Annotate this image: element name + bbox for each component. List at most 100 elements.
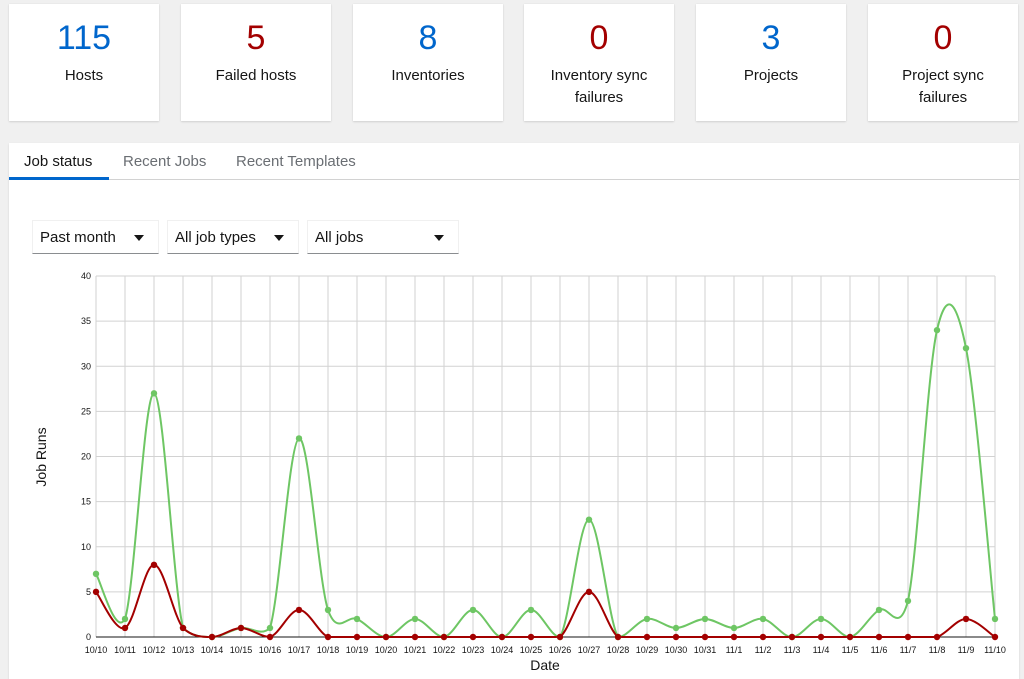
x-tick-label: 10/20 bbox=[375, 645, 398, 655]
data-point[interactable] bbox=[121, 624, 129, 632]
tab-job-status[interactable]: Job status bbox=[24, 153, 93, 170]
caret-down-icon bbox=[134, 235, 144, 241]
x-tick-label: 10/14 bbox=[201, 645, 224, 655]
data-point[interactable] bbox=[121, 615, 129, 623]
series-line-1 bbox=[95, 563, 996, 639]
data-point[interactable] bbox=[556, 633, 564, 641]
y-tick-label: 20 bbox=[81, 452, 91, 462]
data-point[interactable] bbox=[411, 615, 419, 623]
x-tick-label: 11/6 bbox=[871, 645, 888, 655]
project-sync-failures-card[interactable]: 0 Project sync failures bbox=[868, 4, 1018, 121]
data-point[interactable] bbox=[759, 633, 767, 641]
data-point[interactable] bbox=[904, 597, 912, 605]
data-point[interactable] bbox=[991, 615, 999, 623]
data-point[interactable] bbox=[150, 390, 158, 397]
data-point[interactable] bbox=[150, 561, 158, 568]
data-point[interactable] bbox=[527, 633, 535, 641]
x-tick-label: 10/21 bbox=[404, 645, 427, 655]
data-point[interactable] bbox=[875, 633, 883, 641]
caret-down-icon bbox=[274, 235, 284, 241]
y-tick-label: 25 bbox=[81, 406, 91, 416]
jobs-select-value: All jobs bbox=[315, 229, 364, 246]
x-tick-label: 11/9 bbox=[958, 645, 975, 655]
data-point[interactable] bbox=[585, 588, 593, 596]
data-point[interactable] bbox=[730, 633, 738, 641]
data-point[interactable] bbox=[295, 435, 303, 442]
data-point[interactable] bbox=[382, 633, 390, 641]
data-point[interactable] bbox=[701, 615, 709, 623]
x-tick-label: 11/4 bbox=[813, 645, 830, 655]
data-point[interactable] bbox=[324, 633, 332, 641]
data-point[interactable] bbox=[614, 633, 622, 641]
hosts-card[interactable]: 115 Hosts bbox=[9, 4, 159, 121]
data-point[interactable] bbox=[817, 615, 825, 623]
projects-card[interactable]: 3 Projects bbox=[696, 4, 846, 121]
x-tick-label: 11/7 bbox=[900, 645, 917, 655]
series-line-0 bbox=[95, 303, 996, 639]
data-point[interactable] bbox=[904, 633, 912, 641]
y-axis-label: Job Runs bbox=[33, 427, 49, 486]
data-point[interactable] bbox=[324, 606, 332, 614]
x-tick-label: 11/8 bbox=[929, 645, 946, 655]
chart-series bbox=[95, 303, 996, 639]
data-point[interactable] bbox=[643, 615, 651, 623]
y-tick-label: 30 bbox=[81, 361, 91, 371]
projects-count: 3 bbox=[761, 19, 781, 57]
x-axis-ticks: 10/10 10/11 10/12 10/13 10/14 10/15 10/16 10/17… bbox=[85, 645, 1006, 655]
y-tick-label: 40 bbox=[81, 271, 91, 281]
y-tick-label: 10 bbox=[81, 542, 91, 552]
data-point[interactable] bbox=[962, 345, 970, 352]
data-point[interactable] bbox=[266, 633, 274, 641]
data-point[interactable] bbox=[875, 606, 883, 614]
data-point[interactable] bbox=[759, 615, 767, 623]
hosts-count: 115 bbox=[56, 19, 112, 57]
data-point[interactable] bbox=[672, 624, 680, 632]
data-point[interactable] bbox=[962, 615, 970, 623]
x-tick-label: 10/19 bbox=[346, 645, 369, 655]
job-type-select[interactable]: All job types bbox=[167, 220, 299, 254]
data-point[interactable] bbox=[411, 633, 419, 641]
x-tick-label: 10/15 bbox=[230, 645, 253, 655]
data-point[interactable] bbox=[237, 624, 245, 632]
x-tick-label: 11/10 bbox=[984, 645, 1006, 655]
data-point[interactable] bbox=[469, 633, 477, 641]
data-point[interactable] bbox=[92, 570, 100, 578]
data-point[interactable] bbox=[295, 606, 303, 614]
tab-recent-jobs[interactable]: Recent Jobs bbox=[123, 153, 207, 170]
data-point[interactable] bbox=[469, 606, 477, 614]
inventory-sync-failures-card[interactable]: 0 Inventory sync failures bbox=[524, 4, 674, 121]
period-select[interactable]: Past month bbox=[32, 220, 159, 254]
data-point[interactable] bbox=[933, 326, 941, 334]
data-point[interactable] bbox=[498, 633, 506, 641]
data-point[interactable] bbox=[353, 633, 361, 641]
data-point[interactable] bbox=[440, 633, 448, 641]
data-point[interactable] bbox=[846, 633, 854, 641]
data-point[interactable] bbox=[701, 633, 709, 641]
chart-tabs: Job status Recent Jobs Recent Templates bbox=[9, 143, 1019, 180]
data-point[interactable] bbox=[92, 588, 100, 596]
period-select-value: Past month bbox=[40, 229, 116, 246]
data-point[interactable] bbox=[817, 633, 825, 641]
data-point[interactable] bbox=[353, 615, 361, 623]
x-tick-label: 10/22 bbox=[433, 645, 456, 655]
data-point[interactable] bbox=[266, 624, 274, 632]
data-point[interactable] bbox=[730, 624, 738, 632]
x-tick-label: 11/2 bbox=[755, 645, 772, 655]
failed-hosts-card[interactable]: 5 Failed hosts bbox=[181, 4, 331, 121]
tab-recent-templates[interactable]: Recent Templates bbox=[236, 153, 356, 170]
data-point[interactable] bbox=[585, 516, 593, 523]
data-point[interactable] bbox=[208, 633, 216, 641]
jobs-select[interactable]: All jobs bbox=[307, 220, 459, 254]
data-point[interactable] bbox=[991, 633, 999, 641]
data-point[interactable] bbox=[672, 633, 680, 641]
x-tick-label: 10/16 bbox=[259, 645, 282, 655]
data-point[interactable] bbox=[933, 633, 941, 641]
data-point[interactable] bbox=[527, 606, 535, 614]
data-point[interactable] bbox=[179, 624, 187, 632]
x-tick-label: 10/28 bbox=[607, 645, 630, 655]
data-point[interactable] bbox=[643, 633, 651, 641]
inventories-card[interactable]: 8 Inventories bbox=[353, 4, 503, 121]
data-point[interactable] bbox=[788, 633, 796, 641]
x-tick-label: 10/10 bbox=[85, 645, 108, 655]
x-tick-label: 11/5 bbox=[842, 645, 859, 655]
